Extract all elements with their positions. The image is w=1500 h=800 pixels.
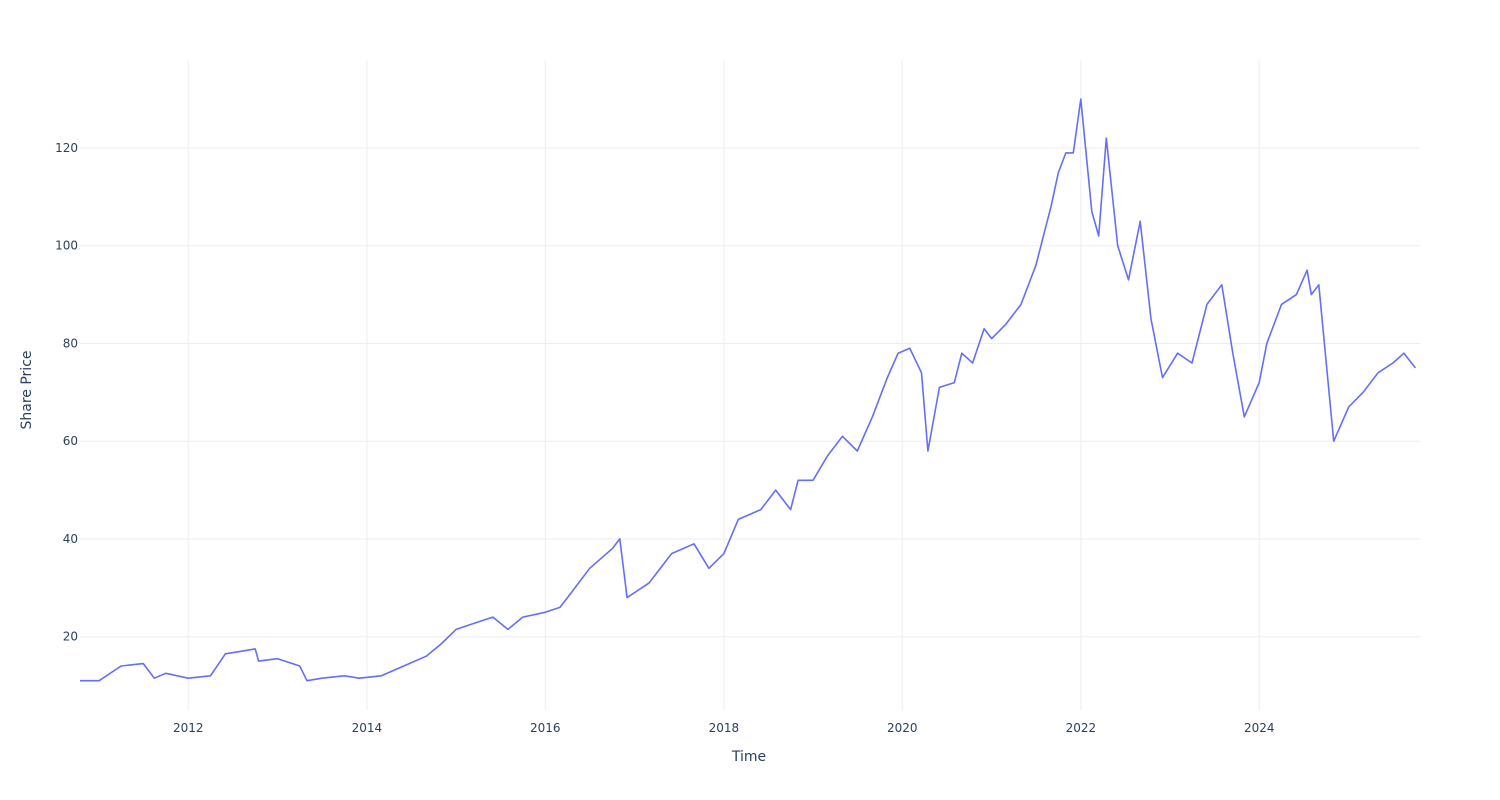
grid-layer bbox=[80, 60, 1420, 710]
x-tick-label-1: 2014 bbox=[352, 721, 383, 735]
series-line-0 bbox=[80, 98, 1417, 682]
y-tick-label-2: 60 bbox=[63, 434, 78, 448]
x-axis-ticks: 2012 2014 2016 2018 2020 2022 2024 bbox=[173, 721, 1275, 735]
series-layer bbox=[80, 98, 1417, 682]
x-tick-label-5: 2022 bbox=[1066, 721, 1097, 735]
x-tick-label-6: 2024 bbox=[1244, 721, 1275, 735]
y-tick-label-5: 120 bbox=[55, 141, 78, 155]
y-axis-ticks: 20 40 60 80 100 120 bbox=[55, 141, 78, 644]
y-axis-title: Share Price bbox=[19, 350, 35, 429]
y-tick-label-1: 40 bbox=[63, 532, 78, 546]
y-tick-label-3: 80 bbox=[63, 336, 78, 350]
x-tick-label-0: 2012 bbox=[173, 721, 204, 735]
x-tick-label-4: 2020 bbox=[887, 721, 918, 735]
x-tick-label-3: 2018 bbox=[709, 721, 740, 735]
y-tick-label-4: 100 bbox=[55, 239, 78, 253]
x-axis-title: Time bbox=[731, 749, 766, 765]
y-tick-label-0: 20 bbox=[63, 630, 78, 644]
x-tick-label-2: 2016 bbox=[530, 721, 561, 735]
